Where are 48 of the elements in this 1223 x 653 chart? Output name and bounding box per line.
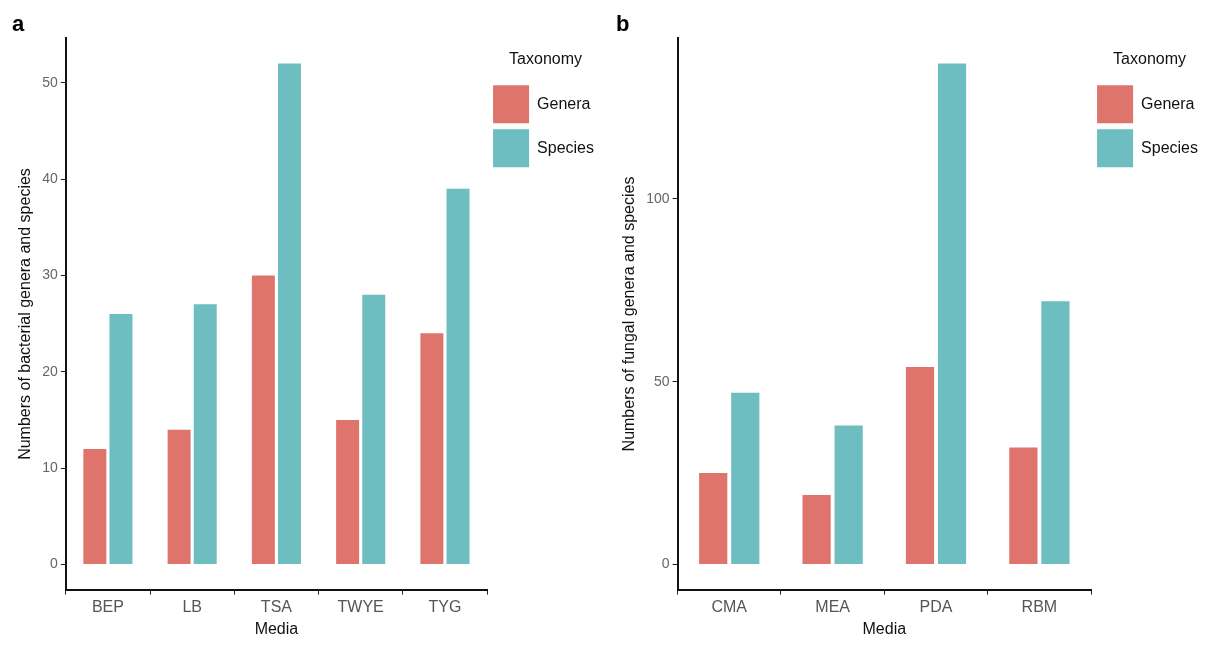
x-tick-label: TSA: [260, 597, 293, 615]
bar: [251, 275, 275, 565]
y-axis-title: Numbers of bacterial genera and species: [16, 168, 34, 460]
y-tick-label: 50: [653, 372, 670, 389]
chart-title: b: [616, 11, 630, 37]
bar: [1041, 301, 1070, 565]
bar: [109, 314, 133, 565]
bar: [446, 188, 470, 565]
bar: [731, 392, 760, 565]
legend-label: Species: [537, 138, 594, 156]
x-tick-label: TYG: [428, 597, 462, 615]
chart-title: a: [12, 11, 25, 37]
bar: [834, 425, 863, 565]
y-tick-label: 0: [661, 555, 670, 572]
legend-title: Taxonomy: [509, 50, 582, 68]
x-axis-title: Media: [254, 619, 299, 637]
bar: [336, 420, 360, 565]
bar: [802, 495, 831, 565]
bar: [937, 63, 967, 565]
y-axis-title: Numbers of fungal genera and species: [620, 176, 638, 452]
legend-label: Genera: [537, 94, 591, 112]
x-tick-label: PDA: [919, 597, 953, 615]
x-tick-label: BEP: [91, 597, 124, 615]
y-tick-label: 50: [42, 73, 58, 90]
x-tick-label: CMA: [711, 597, 748, 615]
y-tick-label: 30: [42, 266, 58, 283]
bar: [420, 333, 444, 565]
bar: [699, 473, 728, 565]
bar: [362, 294, 386, 565]
y-tick-label: 0: [49, 555, 58, 572]
y-tick-label: 10: [42, 459, 58, 476]
x-axis-title: Media: [862, 619, 907, 637]
legend-label: Species: [1141, 138, 1198, 156]
x-tick-label: TWYE: [337, 597, 384, 615]
x-tick-label: RBM: [1021, 597, 1058, 615]
legend-title: Taxonomy: [1113, 50, 1186, 68]
y-tick-label: 20: [42, 362, 58, 379]
bar: [1009, 447, 1038, 565]
legend-label: Genera: [1141, 94, 1195, 112]
y-tick-label: 100: [646, 189, 670, 206]
bar: [277, 63, 301, 565]
bar: [167, 429, 191, 565]
x-tick-label: LB: [182, 597, 202, 615]
bar: [193, 304, 217, 565]
y-tick-label: 40: [42, 169, 58, 186]
x-tick-label: MEA: [815, 597, 851, 615]
bar: [83, 448, 107, 565]
bar: [905, 367, 935, 565]
